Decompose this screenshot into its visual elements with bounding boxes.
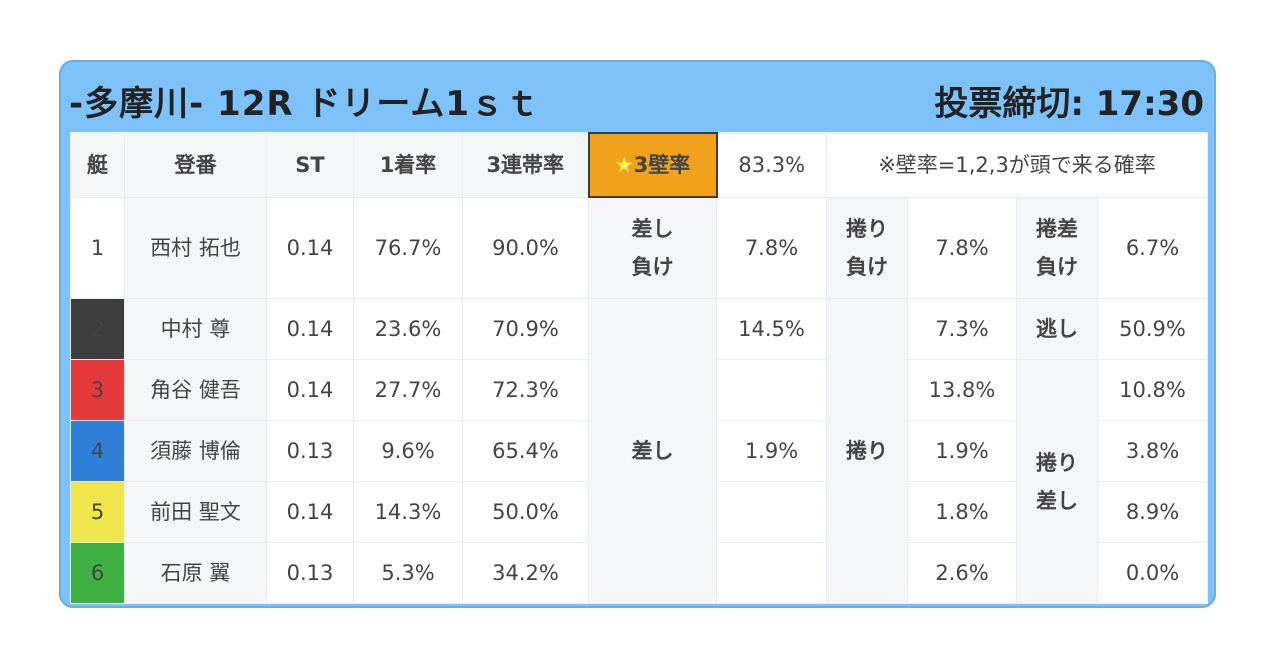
wall-rate-label: 3壁率 bbox=[633, 153, 691, 177]
st-value: 0.13 bbox=[266, 420, 354, 482]
table-row: 6 石原 翼 0.13 5.3% 34.2% 2.6% 0.0% bbox=[70, 542, 1208, 604]
st-value: 0.14 bbox=[266, 298, 354, 360]
table-row: 1 西村 拓也 0.14 76.7% 90.0% 差し 負け 7.8% 捲り 負け … bbox=[70, 196, 1208, 299]
category-makurizashi: 捲り 差し bbox=[1016, 359, 1098, 604]
racer-name: 角谷 健吾 bbox=[124, 359, 267, 421]
boat-number: 3 bbox=[70, 359, 125, 421]
makurizashi-value: 0.0% bbox=[1097, 542, 1208, 604]
col-first-rate: 1着率 bbox=[353, 132, 463, 198]
col-boat: 艇 bbox=[70, 132, 125, 198]
boat-number: 2 bbox=[70, 298, 125, 360]
first-rate-value: 5.3% bbox=[353, 542, 463, 604]
st-value: 0.14 bbox=[266, 481, 354, 543]
trio-rate-value: 70.9% bbox=[462, 298, 589, 360]
racer-name: 西村 拓也 bbox=[124, 196, 267, 299]
makuri-value: 1.8% bbox=[907, 481, 1017, 543]
vote-deadline: 投票締切: 17:30 bbox=[934, 84, 1204, 124]
table-row: 5 前田 聖文 0.14 14.3% 50.0% 1.8% 8.9% bbox=[70, 481, 1208, 543]
nigashi-value: 50.9% bbox=[1097, 298, 1208, 360]
category-sashi-make: 差し 負け bbox=[588, 196, 717, 299]
header-row: 艇 登番 ST 1着率 3連帯率 ★3壁率 83.3% ※壁率=1,2,3が頭で… bbox=[70, 132, 1208, 198]
makuri-value: 7.3% bbox=[907, 298, 1017, 360]
trio-rate-value: 72.3% bbox=[462, 359, 589, 421]
category-nigashi: 逃し bbox=[1016, 298, 1098, 360]
col-trio-rate: 3連帯率 bbox=[462, 132, 589, 198]
boat-number: 5 bbox=[70, 481, 125, 543]
table-row: 2 中村 尊 0.14 23.6% 70.9% 差し 14.5% 捲り 7.3%… bbox=[70, 298, 1208, 604]
wall-rate-badge: ★3壁率 bbox=[587, 132, 718, 198]
boat-number: 6 bbox=[70, 542, 125, 604]
category-makuri-make: 捲り 負け bbox=[826, 196, 908, 299]
race-card: -多摩川- 12R ドリーム1ｓｔ 投票締切: 17:30 艇 登番 ST 1着… bbox=[59, 60, 1216, 608]
st-value: 0.14 bbox=[266, 196, 354, 299]
racer-name: 前田 聖文 bbox=[124, 481, 267, 543]
trio-rate-value: 90.0% bbox=[462, 196, 589, 299]
makurizashi-make-value: 6.7% bbox=[1097, 196, 1208, 299]
sashi-value: 1.9% bbox=[716, 420, 827, 482]
first-rate-value: 76.7% bbox=[353, 196, 463, 299]
racer-name: 石原 翼 bbox=[124, 542, 267, 604]
sashi-value bbox=[716, 481, 827, 543]
makuri-value: 2.6% bbox=[907, 542, 1017, 604]
first-rate-value: 9.6% bbox=[353, 420, 463, 482]
wall-rate-value: 83.3% bbox=[716, 132, 827, 198]
racer-name: 須藤 博倫 bbox=[124, 420, 267, 482]
st-value: 0.14 bbox=[266, 359, 354, 421]
table-row: 3 角谷 健吾 0.14 27.7% 72.3% 13.8% 捲り 差し 10.8… bbox=[70, 359, 1208, 604]
makuri-make-value: 7.8% bbox=[907, 196, 1017, 299]
col-st: ST bbox=[266, 132, 354, 198]
first-rate-value: 23.6% bbox=[353, 298, 463, 360]
wall-rate-note: ※壁率=1,2,3が頭で来る確率 bbox=[826, 132, 1208, 198]
stats-table: 艇 登番 ST 1着率 3連帯率 ★3壁率 83.3% ※壁率=1,2,3が頭で… bbox=[70, 132, 1208, 604]
first-rate-value: 14.3% bbox=[353, 481, 463, 543]
makuri-value: 1.9% bbox=[907, 420, 1017, 482]
first-rate-value: 27.7% bbox=[353, 359, 463, 421]
st-value: 0.13 bbox=[266, 542, 354, 604]
boat-number: 1 bbox=[70, 196, 125, 299]
sashi-value bbox=[716, 359, 827, 421]
star-icon: ★ bbox=[614, 153, 634, 177]
makuri-value: 13.8% bbox=[907, 359, 1017, 421]
sashi-value bbox=[716, 542, 827, 604]
sashi-value: 14.5% bbox=[716, 298, 827, 360]
col-racer: 登番 bbox=[124, 132, 267, 198]
makurizashi-value: 3.8% bbox=[1097, 420, 1208, 482]
sashi-make-value: 7.8% bbox=[716, 196, 827, 299]
racer-name: 中村 尊 bbox=[124, 298, 267, 360]
category-sashi: 差し bbox=[588, 298, 717, 604]
makurizashi-value: 8.9% bbox=[1097, 481, 1208, 543]
trio-rate-value: 65.4% bbox=[462, 420, 589, 482]
race-title: -多摩川- 12R ドリーム1ｓｔ bbox=[69, 84, 541, 124]
category-makurizashi-make: 捲差 負け bbox=[1016, 196, 1098, 299]
trio-rate-value: 50.0% bbox=[462, 481, 589, 543]
category-makuri: 捲り bbox=[826, 298, 908, 604]
trio-rate-value: 34.2% bbox=[462, 542, 589, 604]
makurizashi-value: 10.8% bbox=[1097, 359, 1208, 421]
boat-number: 4 bbox=[70, 420, 125, 482]
